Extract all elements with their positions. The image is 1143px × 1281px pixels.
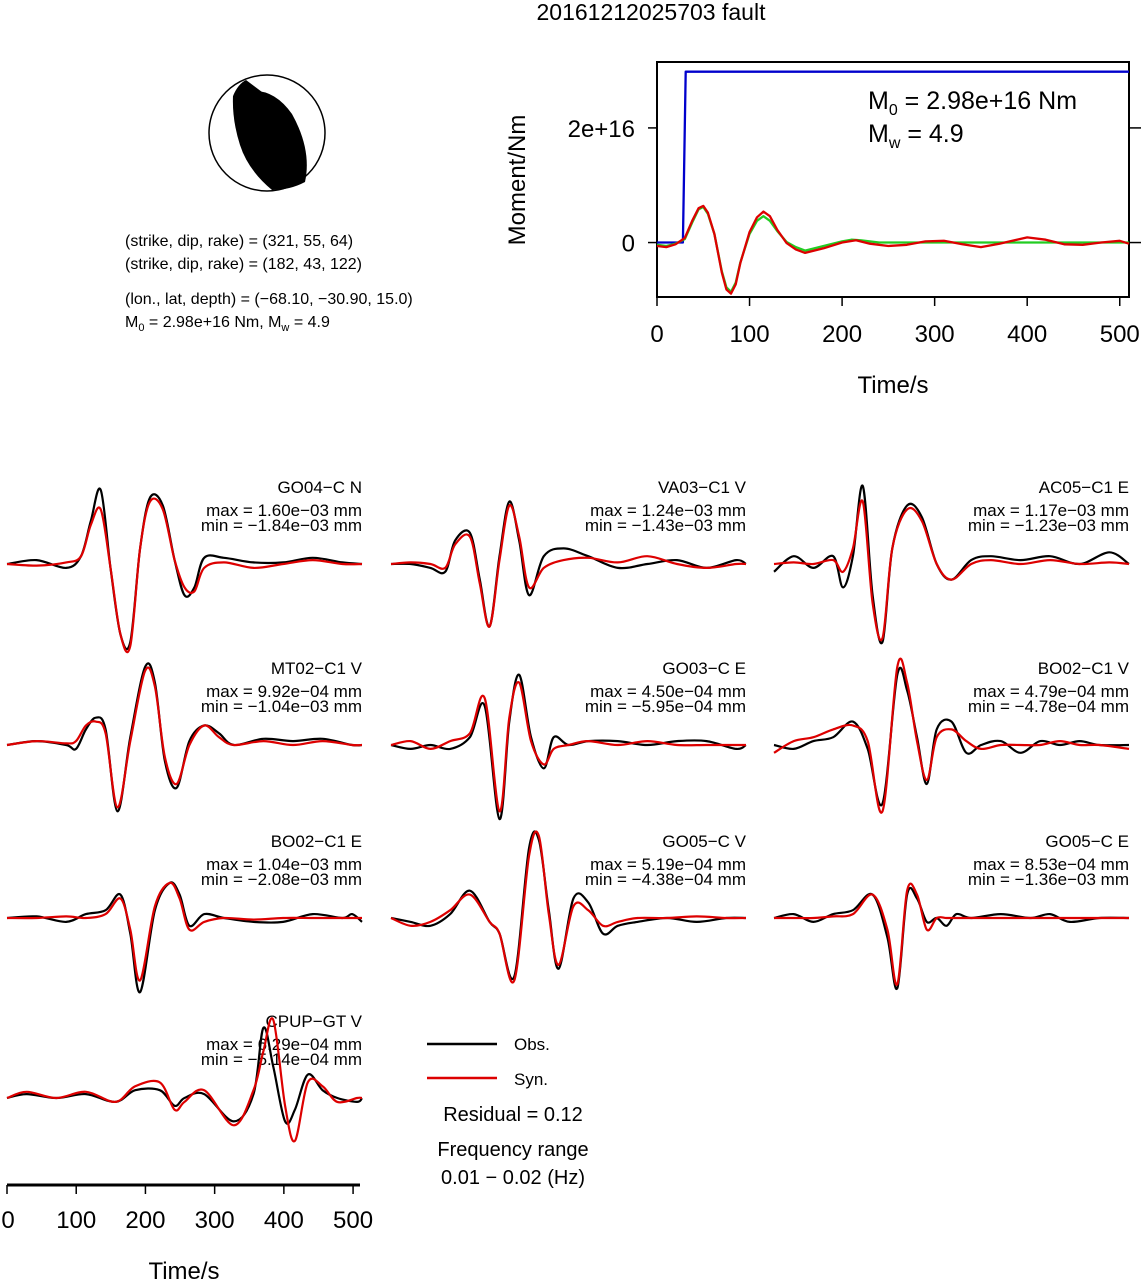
station-min: min = −1.04e−03 mm bbox=[201, 697, 362, 716]
observed-waveform bbox=[6, 1026, 363, 1125]
observed-waveform bbox=[6, 881, 363, 994]
synthetic-waveform bbox=[774, 882, 1129, 986]
legend: Obs. Syn. bbox=[427, 1035, 550, 1089]
mechanism-nodal-plane-1: (strike, dip, rake) = (321, 55, 64) bbox=[125, 233, 353, 250]
page-title: 20161212025703 fault bbox=[537, 0, 767, 25]
station-name: BO02−C1 V bbox=[1038, 659, 1130, 678]
moment-x-tick-label: 400 bbox=[1007, 321, 1047, 348]
moment-curve-red bbox=[656, 204, 1130, 295]
waveform-x-tick-label: 300 bbox=[195, 1207, 235, 1234]
station-min: min = −4.78e−04 mm bbox=[968, 697, 1129, 716]
synthetic-waveform bbox=[390, 830, 747, 984]
station-max: max = 6.29e−04 mm bbox=[206, 1035, 362, 1054]
synthetic-waveform bbox=[6, 881, 362, 982]
waveform-time-axis: 0 100 200 300 400 500 bbox=[1, 1183, 373, 1234]
moment-y-axis-label: Moment/Nm bbox=[504, 115, 531, 246]
station-min: min = −1.23e−03 mm bbox=[968, 516, 1129, 535]
station-min: min = −1.84e−03 mm bbox=[201, 516, 362, 535]
mechanism-moment: M0 = 2.98e+16 Nm, Mw = 4.9 bbox=[125, 314, 330, 334]
station-max: max = 1.04e−03 mm bbox=[206, 855, 362, 874]
synthetic-waveform bbox=[6, 497, 363, 654]
mechanism-nodal-plane-2: (strike, dip, rake) = (182, 43, 122) bbox=[125, 256, 362, 273]
legend-syn-label: Syn. bbox=[514, 1070, 548, 1089]
station-min: min = −1.36e−03 mm bbox=[968, 870, 1129, 889]
station-name: GO04−C N bbox=[277, 478, 362, 497]
station-name: GO03−C E bbox=[662, 659, 746, 678]
waveform-x-tick-label: 500 bbox=[333, 1207, 373, 1234]
station-max: max = 9.92e−04 mm bbox=[206, 682, 362, 701]
synthetic-waveform bbox=[773, 657, 1130, 814]
station-max: max = 4.79e−04 mm bbox=[973, 682, 1129, 701]
residual-text: Residual = 0.12 bbox=[443, 1104, 583, 1126]
observed-waveform bbox=[390, 830, 747, 981]
observed-waveform bbox=[773, 484, 1130, 645]
frequency-range-label: Frequency range bbox=[437, 1139, 588, 1161]
moment-curve-blue bbox=[657, 70, 1129, 244]
legend-obs-label: Obs. bbox=[514, 1035, 550, 1054]
station-max: max = 4.50e−04 mm bbox=[590, 682, 746, 701]
moment-x-axis-label: Time/s bbox=[857, 372, 928, 399]
moment-x-tick-label: 200 bbox=[822, 321, 862, 348]
synthetic-waveform bbox=[773, 499, 1130, 642]
station-max: max = 1.17e−03 mm bbox=[973, 501, 1129, 520]
waveform-x-tick-label: 100 bbox=[56, 1207, 96, 1234]
moment-plot-frame bbox=[656, 61, 1130, 298]
station-name: AC05−C1 E bbox=[1039, 478, 1129, 497]
station-min: min = −2.08e−03 mm bbox=[201, 870, 362, 889]
station-name: MT02−C1 V bbox=[271, 659, 363, 678]
synthetic-waveform bbox=[6, 666, 363, 809]
station-max: max = 1.24e−03 mm bbox=[590, 501, 746, 520]
observed-waveform bbox=[773, 886, 1130, 990]
station-min: min = −5.95e−04 mm bbox=[585, 697, 746, 716]
station-name: BO02−C1 E bbox=[271, 832, 362, 851]
synthetic-waveform bbox=[390, 504, 747, 628]
moment-annotation-mw: Mw = 4.9 bbox=[868, 120, 964, 152]
moment-x-tick-label: 0 bbox=[650, 321, 663, 348]
waveform-x-axis-label: Time/s bbox=[148, 1258, 219, 1281]
focal-mechanism-beachball bbox=[208, 74, 326, 192]
waveform-x-tick-label: 0 bbox=[1, 1207, 14, 1234]
frequency-range-value: 0.01 − 0.02 (Hz) bbox=[441, 1167, 585, 1189]
station-max: max = 8.53e−04 mm bbox=[973, 855, 1129, 874]
station-name: GO05−C E bbox=[1045, 832, 1129, 851]
station-min: min = −4.38e−04 mm bbox=[585, 870, 746, 889]
station-min: min = −1.43e−03 mm bbox=[585, 516, 746, 535]
moment-x-tick-label: 500 bbox=[1100, 321, 1140, 348]
station-name: CPUP−GT V bbox=[265, 1012, 362, 1031]
station-max: max = 1.60e−03 mm bbox=[206, 501, 362, 520]
synthetic-waveform bbox=[6, 1017, 363, 1143]
moment-y-tick-label: 0 bbox=[622, 231, 635, 258]
mechanism-location: (lon., lat, depth) = (−68.10, −30.90, 15… bbox=[125, 291, 413, 308]
moment-annotation-m0: M0 = 2.98e+16 Nm bbox=[868, 87, 1077, 119]
moment-y-tick-label: 2e+16 bbox=[568, 116, 635, 143]
station-name: GO05−C V bbox=[662, 832, 746, 851]
station-name: VA03−C1 V bbox=[658, 478, 747, 497]
station-max: max = 5.19e−04 mm bbox=[590, 855, 746, 874]
station-min: min = −5.14e−04 mm bbox=[201, 1050, 362, 1069]
moment-x-tick-label: 100 bbox=[730, 321, 770, 348]
moment-curve-green bbox=[656, 205, 1129, 293]
waveform-x-tick-label: 200 bbox=[125, 1207, 165, 1234]
synthetic-waveform bbox=[390, 681, 746, 813]
moment-x-tick-label: 300 bbox=[915, 321, 955, 348]
waveform-x-tick-label: 400 bbox=[264, 1207, 304, 1234]
